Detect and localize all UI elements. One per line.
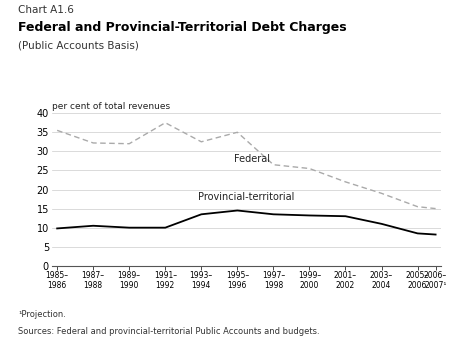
Text: Sources: Federal and provincial-territorial Public Accounts and budgets.: Sources: Federal and provincial-territor…	[18, 327, 319, 335]
Text: per cent of total revenues: per cent of total revenues	[52, 103, 170, 111]
Text: Federal and Provincial-Territorial Debt Charges: Federal and Provincial-Territorial Debt …	[18, 21, 346, 34]
Text: (Public Accounts Basis): (Public Accounts Basis)	[18, 40, 139, 50]
Text: Provincial-territorial: Provincial-territorial	[198, 192, 294, 202]
Text: ¹Projection.: ¹Projection.	[18, 310, 66, 319]
Text: Federal: Federal	[234, 154, 270, 164]
Text: Chart A1.6: Chart A1.6	[18, 5, 74, 15]
